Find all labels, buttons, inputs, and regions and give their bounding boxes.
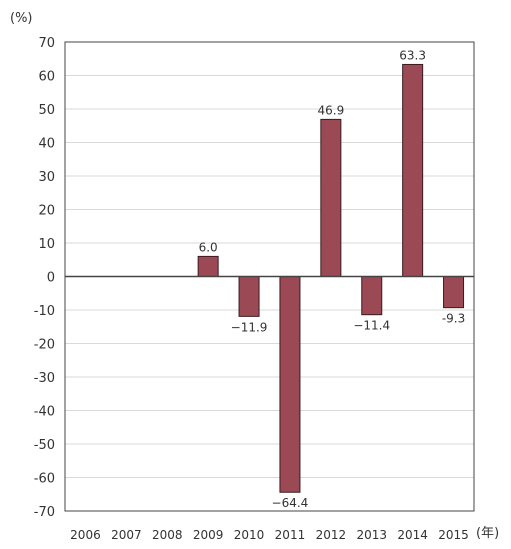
x-unit-label: (年) bbox=[476, 526, 499, 541]
bar bbox=[320, 118, 342, 278]
data-label: −64.4 bbox=[272, 496, 309, 510]
bar bbox=[279, 276, 301, 493]
y-tick-label: 70 bbox=[38, 36, 55, 51]
bar bbox=[402, 63, 424, 277]
y-tick-label: -30 bbox=[34, 371, 55, 386]
y-tick-label: -40 bbox=[34, 405, 55, 420]
data-label: 63.3 bbox=[399, 48, 426, 62]
x-tick-label: 2014 bbox=[397, 528, 428, 542]
y-tick-label: -20 bbox=[34, 338, 55, 353]
data-label: −11.4 bbox=[353, 319, 390, 333]
y-tick-label: 40 bbox=[38, 137, 55, 152]
bar bbox=[238, 276, 260, 317]
bar bbox=[443, 276, 465, 309]
x-tick-label: 2011 bbox=[275, 528, 306, 542]
y-tick-label: -60 bbox=[34, 472, 55, 487]
bars bbox=[197, 63, 465, 493]
y-tick-label: 10 bbox=[38, 237, 55, 252]
y-tick-label: 0 bbox=[47, 271, 55, 286]
y-tick-label: 30 bbox=[38, 170, 55, 185]
data-label: 46.9 bbox=[317, 103, 344, 117]
x-tick-label: 2006 bbox=[70, 528, 101, 542]
data-label: 6.0 bbox=[199, 240, 218, 254]
data-label: −11.9 bbox=[231, 320, 268, 334]
y-axis-ticks: 70 60 50 40 30 20 10 0 -10 -20 -30 -40 -50 -60 -70 bbox=[34, 36, 55, 520]
bar bbox=[361, 276, 383, 316]
y-tick-label: 60 bbox=[38, 70, 55, 85]
x-axis-labels: 2006 2007 2008 2009 2010 2011 2012 2013 2014 2015 bbox=[70, 528, 469, 542]
x-tick-label: 2009 bbox=[193, 528, 224, 542]
data-label: -9.3 bbox=[442, 312, 465, 326]
x-tick-label: 2010 bbox=[234, 528, 265, 542]
y-unit-label: (%) bbox=[10, 11, 33, 26]
x-tick-label: 2013 bbox=[356, 528, 387, 542]
x-tick-label: 2007 bbox=[111, 528, 142, 542]
bar bbox=[197, 255, 219, 277]
y-tick-label: 50 bbox=[38, 103, 55, 118]
x-tick-label: 2015 bbox=[438, 528, 469, 542]
y-tick-label: -50 bbox=[34, 438, 55, 453]
data-labels: 6.0 −11.9 −64.4 46.9 −11.4 63.3 -9.3 bbox=[199, 48, 466, 510]
y-tick-label: 20 bbox=[38, 204, 55, 219]
y-tick-label: -10 bbox=[34, 304, 55, 319]
x-tick-label: 2012 bbox=[316, 528, 347, 542]
gridlines bbox=[65, 41, 474, 512]
y-tick-label: -70 bbox=[34, 505, 55, 520]
x-tick-label: 2008 bbox=[152, 528, 183, 542]
